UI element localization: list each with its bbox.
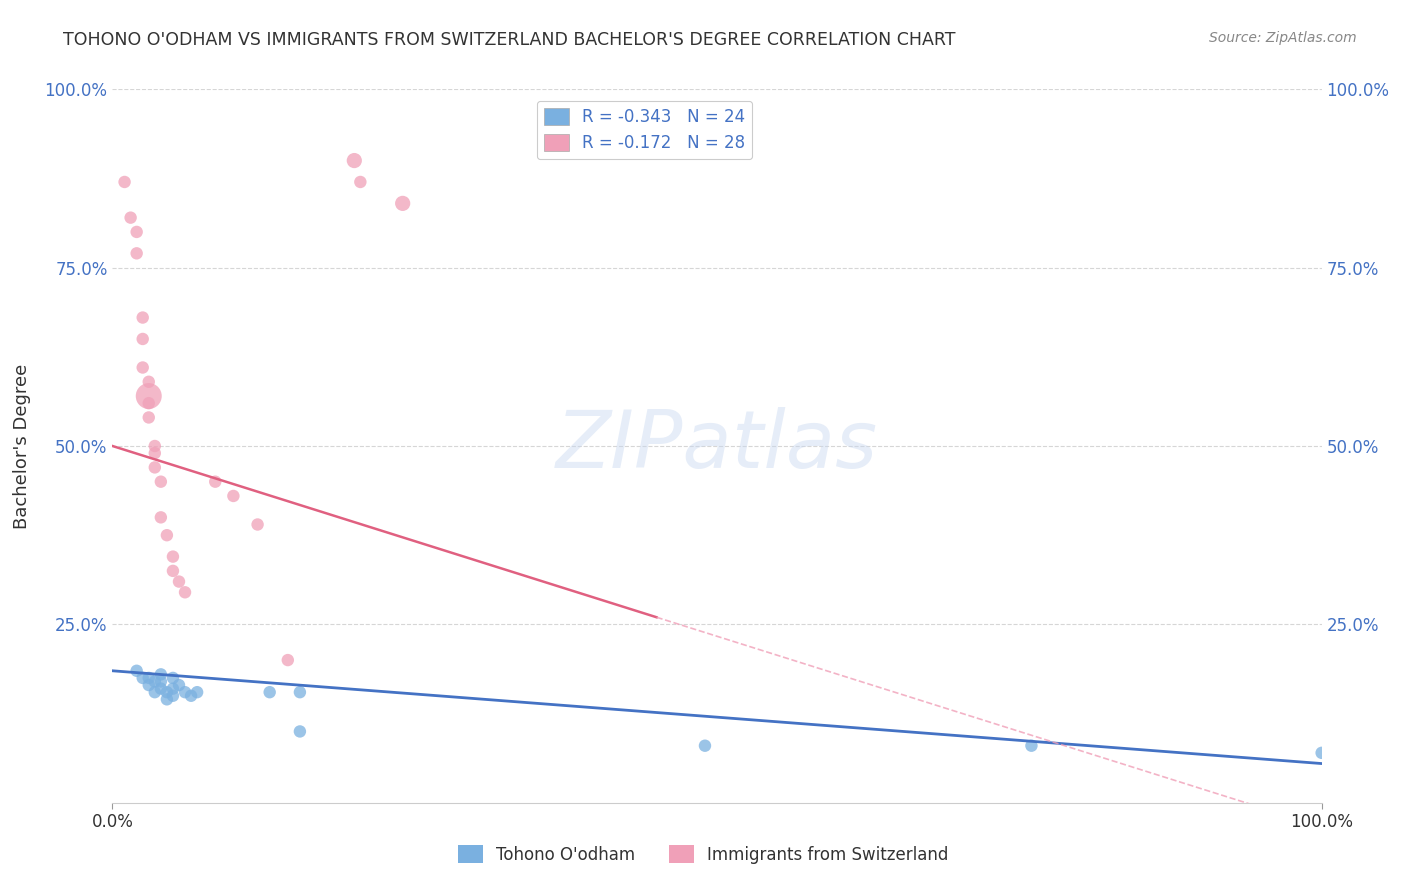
- Point: [125, 664, 148, 678]
- Point: [143, 674, 166, 689]
- Y-axis label: Bachelor's Degree: Bachelor's Degree: [13, 363, 31, 529]
- Point: [186, 685, 208, 699]
- Point: [162, 681, 184, 696]
- Point: [143, 460, 166, 475]
- Point: [693, 739, 716, 753]
- Point: [174, 685, 197, 699]
- Legend: Tohono O'odham, Immigrants from Switzerland: Tohono O'odham, Immigrants from Switzerl…: [451, 838, 955, 871]
- Text: ZIPatlas: ZIPatlas: [555, 407, 879, 485]
- Point: [149, 667, 172, 681]
- Point: [246, 517, 269, 532]
- Point: [259, 685, 281, 699]
- Point: [132, 671, 155, 685]
- Point: [132, 332, 155, 346]
- Point: [132, 360, 155, 375]
- Point: [149, 674, 172, 689]
- Point: [1021, 739, 1043, 753]
- Point: [277, 653, 299, 667]
- Point: [162, 671, 184, 685]
- Point: [162, 549, 184, 564]
- Point: [180, 689, 202, 703]
- Point: [149, 681, 172, 696]
- Point: [149, 510, 172, 524]
- Point: [138, 410, 160, 425]
- Point: [143, 439, 166, 453]
- Point: [138, 375, 160, 389]
- Point: [204, 475, 226, 489]
- Point: [343, 153, 366, 168]
- Text: Source: ZipAtlas.com: Source: ZipAtlas.com: [1209, 31, 1357, 45]
- Point: [391, 196, 413, 211]
- Point: [174, 585, 197, 599]
- Point: [222, 489, 245, 503]
- Point: [288, 685, 311, 699]
- Point: [125, 246, 148, 260]
- Point: [125, 225, 148, 239]
- Point: [138, 678, 160, 692]
- Point: [156, 685, 179, 699]
- Point: [149, 475, 172, 489]
- Point: [162, 564, 184, 578]
- Point: [143, 446, 166, 460]
- Text: TOHONO O'ODHAM VS IMMIGRANTS FROM SWITZERLAND BACHELOR'S DEGREE CORRELATION CHAR: TOHONO O'ODHAM VS IMMIGRANTS FROM SWITZE…: [63, 31, 956, 49]
- Point: [138, 396, 160, 410]
- Point: [156, 528, 179, 542]
- Point: [167, 678, 190, 692]
- Point: [156, 692, 179, 706]
- Point: [1310, 746, 1333, 760]
- Point: [143, 685, 166, 699]
- Point: [114, 175, 136, 189]
- Point: [132, 310, 155, 325]
- Legend: R = -0.343   N = 24, R = -0.172   N = 28: R = -0.343 N = 24, R = -0.172 N = 28: [537, 101, 752, 159]
- Point: [138, 389, 160, 403]
- Point: [138, 671, 160, 685]
- Point: [162, 689, 184, 703]
- Point: [349, 175, 371, 189]
- Point: [167, 574, 190, 589]
- Point: [120, 211, 142, 225]
- Point: [288, 724, 311, 739]
